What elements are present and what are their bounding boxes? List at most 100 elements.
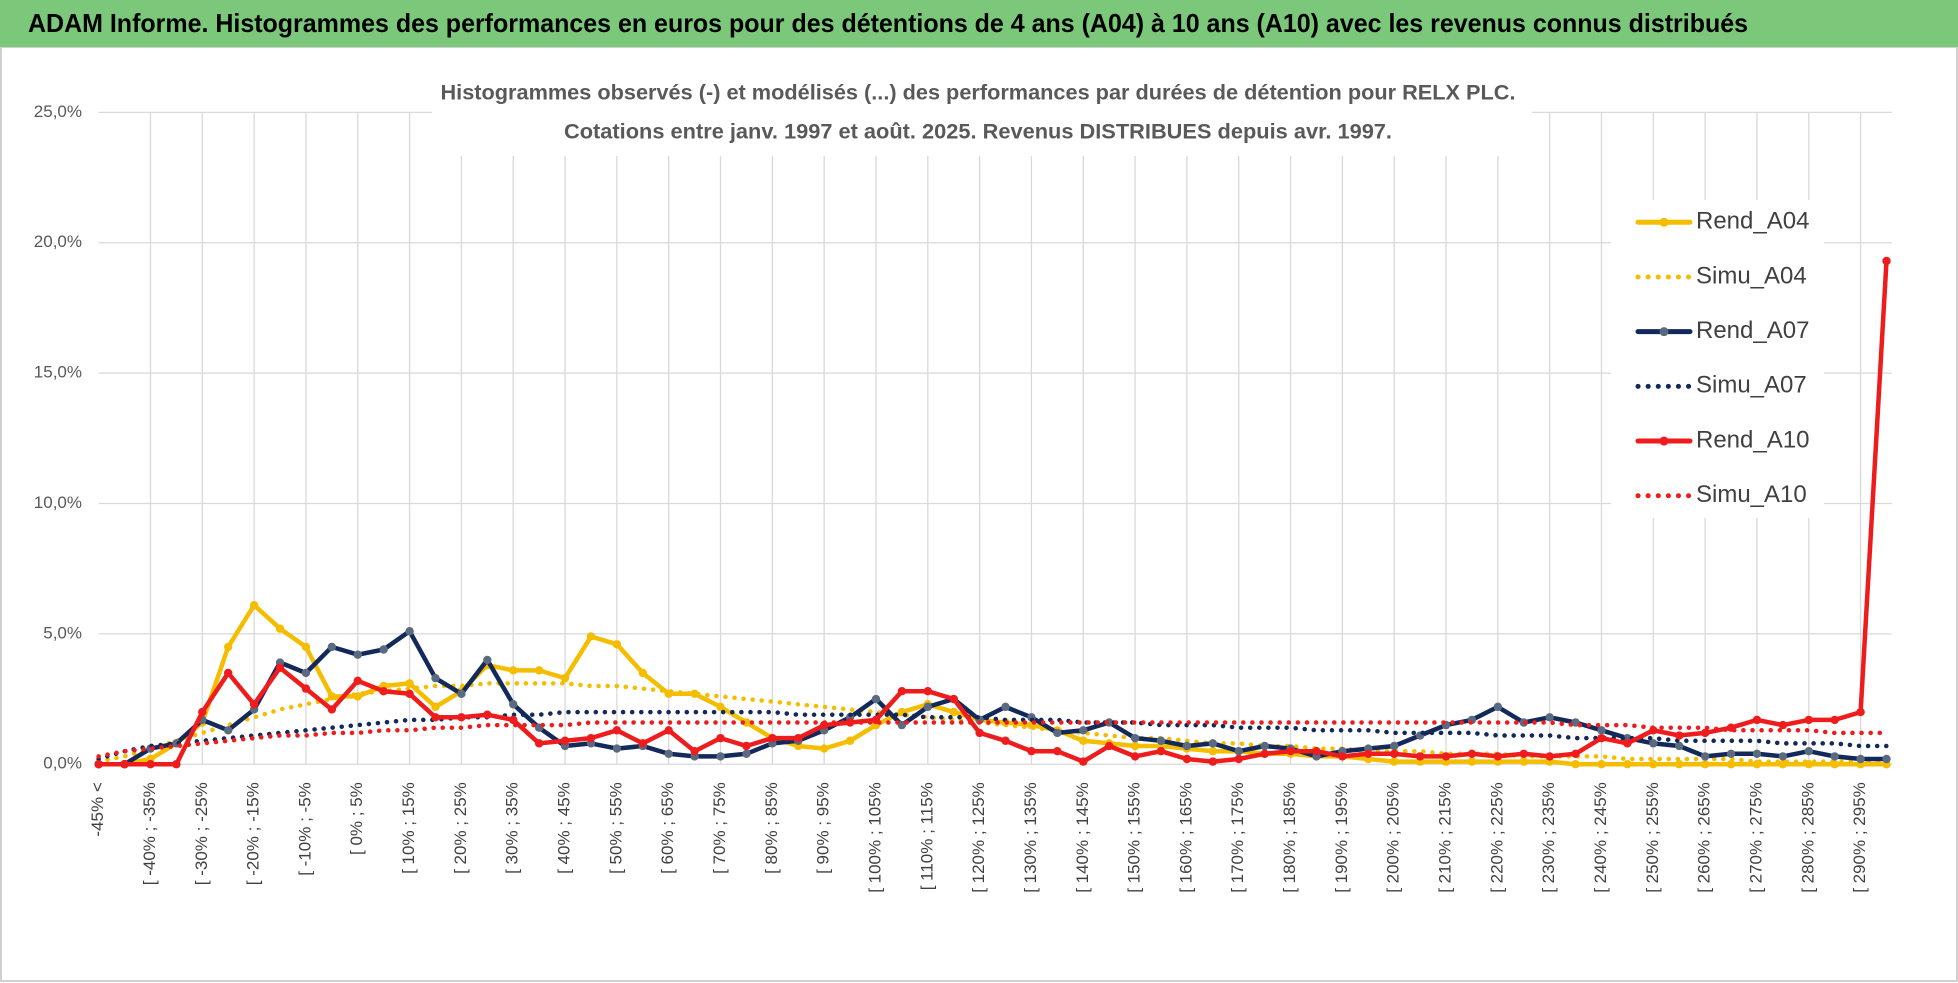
data-point xyxy=(1182,754,1192,764)
data-point xyxy=(405,679,414,688)
series-line xyxy=(96,720,1889,759)
data-point xyxy=(612,744,622,753)
data-point xyxy=(1571,749,1580,758)
y-tick-label: 25,0% xyxy=(34,102,82,121)
x-tick-label: [ 40% ; 45% xyxy=(555,782,574,874)
x-tick-label: [ 10% ; 15% xyxy=(399,782,418,874)
data-point xyxy=(1079,757,1088,766)
data-point xyxy=(1260,749,1269,758)
data-point xyxy=(1467,757,1477,766)
series-line xyxy=(96,709,1889,762)
data-point xyxy=(224,726,233,735)
data-point xyxy=(1390,741,1399,751)
data-point xyxy=(1390,749,1399,758)
x-tick-label: [ 230% ; 235% xyxy=(1539,782,1558,893)
data-point xyxy=(224,668,233,678)
data-point xyxy=(1493,702,1503,712)
x-tick-label: [ 50% ; 55% xyxy=(606,782,625,874)
data-point xyxy=(1830,715,1839,725)
data-point xyxy=(819,744,829,753)
data-point xyxy=(742,741,751,751)
x-tick-label: [ 180% ; 185% xyxy=(1280,782,1299,893)
data-point xyxy=(1856,754,1865,764)
data-point xyxy=(664,749,673,758)
data-point xyxy=(120,760,129,769)
data-point xyxy=(560,673,570,683)
data-point xyxy=(612,640,622,649)
grid: 0,0% 5,0% 10,0% 15,0% 20,0% 25,0% -45% < [ -40%… xyxy=(34,102,1892,893)
data-point xyxy=(923,702,933,712)
data-point xyxy=(1752,715,1762,725)
data-point xyxy=(1804,715,1813,725)
data-point xyxy=(1597,760,1606,769)
series-line xyxy=(96,602,1889,767)
data-point xyxy=(1467,749,1477,758)
data-point xyxy=(1649,760,1658,769)
data-point xyxy=(1675,741,1684,751)
data-point xyxy=(897,720,907,730)
data-point xyxy=(871,694,881,704)
data-point xyxy=(94,760,103,769)
data-point xyxy=(716,702,725,712)
data-point xyxy=(509,715,518,725)
x-tick-label: [ 220% ; 225% xyxy=(1487,782,1506,893)
data-point xyxy=(742,749,751,758)
data-point xyxy=(1545,752,1554,761)
legend-marker xyxy=(1659,327,1669,337)
x-tick-label: [ 30% ; 35% xyxy=(503,782,522,874)
data-point xyxy=(742,718,751,727)
data-point xyxy=(405,689,414,699)
data-point xyxy=(172,760,181,769)
data-point xyxy=(1312,746,1321,756)
data-point xyxy=(431,702,440,712)
data-point xyxy=(1234,746,1243,756)
data-point xyxy=(146,760,155,769)
y-tick-label: 20,0% xyxy=(34,232,82,251)
data-point xyxy=(1882,754,1891,764)
data-point xyxy=(483,655,492,665)
data-point xyxy=(327,705,337,714)
data-point xyxy=(1441,752,1451,761)
data-point xyxy=(1519,749,1528,758)
data-point xyxy=(586,632,596,641)
data-point xyxy=(198,707,207,717)
data-point xyxy=(1571,760,1580,769)
data-point xyxy=(1778,720,1788,730)
data-point xyxy=(534,739,544,748)
data-point xyxy=(1726,749,1736,758)
data-point xyxy=(1234,754,1243,764)
x-tick-label: [ -20% ; -15% xyxy=(244,782,263,885)
y-tick-label: 15,0% xyxy=(34,363,82,382)
data-point xyxy=(1130,752,1140,761)
legend-label: Rend_A07 xyxy=(1696,317,1809,344)
x-tick-label: [ -40% ; -35% xyxy=(140,782,159,885)
x-tick-label: [ 20% ; 25% xyxy=(451,782,470,874)
data-point xyxy=(327,642,337,652)
data-point xyxy=(1130,741,1140,751)
data-point xyxy=(638,739,647,748)
x-tick-label: [ 60% ; 65% xyxy=(658,782,677,874)
x-tick-label: [ 0% ; 5% xyxy=(347,782,366,855)
x-tick-label: [ 210% ; 215% xyxy=(1436,782,1455,893)
x-tick-label: [ 120% ; 125% xyxy=(969,782,988,893)
data-point xyxy=(1700,752,1710,761)
data-point xyxy=(1519,757,1528,766)
series-line xyxy=(96,258,1889,767)
x-tick-label: [ 80% ; 85% xyxy=(762,782,781,874)
data-point xyxy=(690,746,699,756)
data-point xyxy=(897,687,907,696)
data-point xyxy=(457,689,466,699)
x-tick-label: [ 160% ; 165% xyxy=(1176,782,1195,893)
data-point xyxy=(1778,752,1788,761)
data-point xyxy=(949,707,958,717)
data-point xyxy=(379,687,388,696)
x-tick-label: [ 290% ; 295% xyxy=(1850,782,1869,893)
data-point xyxy=(275,663,285,672)
data-point xyxy=(975,728,984,738)
x-tick-label: [ -10% ; -5% xyxy=(295,782,314,876)
x-tick-label: [ 100% ; 105% xyxy=(865,782,884,893)
data-point xyxy=(275,624,285,633)
data-point xyxy=(1390,757,1399,766)
data-point xyxy=(534,666,544,675)
data-point xyxy=(1882,256,1891,266)
